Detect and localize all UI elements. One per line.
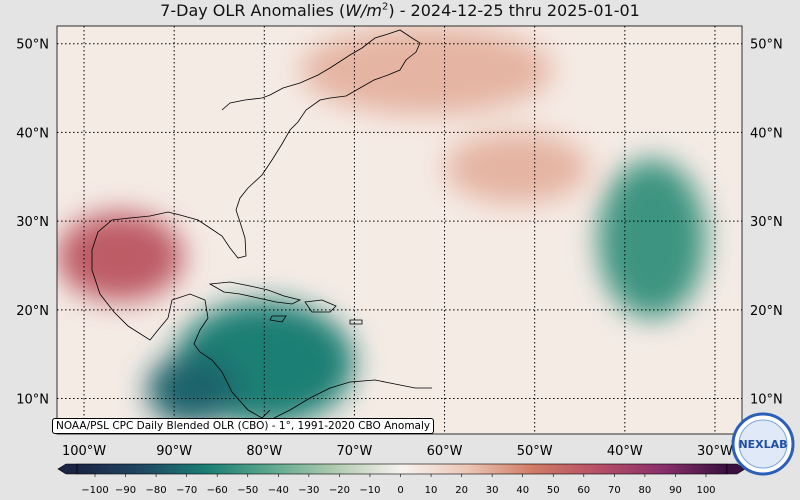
nexlab-logo-icon: NEXLAB <box>731 412 795 476</box>
colorbar-bar <box>76 463 728 475</box>
lon-label: 90°W <box>156 444 192 459</box>
lat-label-right: 50°N <box>750 38 783 53</box>
lon-label: 80°W <box>246 444 282 459</box>
logo-text: NEXLAB <box>738 438 787 451</box>
anomaly-central-america-negative <box>147 354 238 426</box>
anomaly-east-atlantic-negative <box>597 159 706 319</box>
map-gridlines <box>57 26 742 434</box>
north-america-coastline <box>91 29 421 419</box>
colorbar-tick-label: 40 <box>516 485 529 496</box>
lat-label-right: 40°N <box>750 126 783 141</box>
colorbar-tick-label: 90 <box>669 485 682 496</box>
colorbar-tick-label: 80 <box>639 485 652 496</box>
jamaica <box>269 315 287 323</box>
lon-label: 100°W <box>62 444 106 459</box>
colorbar-tick-label: 0 <box>397 485 403 496</box>
longitude-labels: 100°W 90°W 80°W 70°W 60°W 50°W 40°W 30°W <box>62 444 733 459</box>
lat-label-right: 20°N <box>750 304 783 319</box>
colorbar-tick-label: 30 <box>486 485 499 496</box>
page-title: 7-Day OLR Anomalies (W/m2) - 2024-12-25 … <box>160 1 640 20</box>
colorbar-tick-label: 10 <box>425 485 438 496</box>
latitude-labels-right: 50°N 40°N 30°N 20°N 10°N <box>750 38 783 408</box>
data-source-attribution: NOAA/PSL CPC Daily Blended OLR (CBO) - 1… <box>52 418 435 434</box>
colorbar-tick-label: −60 <box>207 485 228 496</box>
anomaly-western-atlantic-positive <box>300 26 553 115</box>
lat-label-left: 30°N <box>16 215 49 230</box>
south-america-coastline <box>269 379 432 421</box>
cuba <box>208 281 302 305</box>
hispaniola <box>304 299 337 313</box>
lon-label: 30°W <box>697 444 733 459</box>
lat-label-left: 10°N <box>16 393 49 408</box>
colorbar-tick-label: −100 <box>81 485 108 496</box>
colorbar-min-extend <box>57 463 78 475</box>
lon-label: 50°W <box>517 444 553 459</box>
colorbar-tick-label: −20 <box>329 485 350 496</box>
colorbar-tick-label: −30 <box>298 485 319 496</box>
lat-label-left: 40°N <box>16 126 49 141</box>
colorbar-tick-label: 100 <box>696 485 715 496</box>
colorbar-tick-label: −10 <box>359 485 380 496</box>
colorbar-tick-label: −80 <box>146 485 167 496</box>
anomaly-central-atlantic-positive <box>444 132 589 204</box>
colorbar-tick-label: 60 <box>577 485 590 496</box>
latitude-labels-left: 50°N 40°N 30°N 20°N 10°N <box>16 38 49 408</box>
lat-label-left: 20°N <box>16 304 49 319</box>
puerto-rico <box>349 319 363 325</box>
colorbar-tick-label: 20 <box>455 485 468 496</box>
colorbar-tick-label: 50 <box>547 485 560 496</box>
lon-label: 40°W <box>607 444 643 459</box>
lon-label: 60°W <box>427 444 463 459</box>
colorbar-tick-label: −40 <box>268 485 289 496</box>
colorbar-tick-label: −50 <box>237 485 258 496</box>
colorbar-tick-label: −90 <box>115 485 136 496</box>
lat-label-right: 30°N <box>750 215 783 230</box>
colorbar-tick-label: 70 <box>608 485 621 496</box>
colorbar-max-extend <box>726 463 746 475</box>
coastlines <box>91 29 432 421</box>
lat-label-left: 50°N <box>16 38 49 53</box>
colorbar-tick-label: −70 <box>176 485 197 496</box>
map-frame <box>56 25 743 435</box>
colorbar: −100 −90 −80 −70 −60 −50 −40 −30 −20 −10 0 10 20 30 40… <box>57 463 746 496</box>
lon-label: 70°W <box>336 444 372 459</box>
lat-label-right: 10°N <box>750 393 783 408</box>
anomaly-gulf-of-mexico-positive <box>57 212 184 301</box>
colorbar-ticks: −100 −90 −80 −70 −60 −50 −40 −30 −20 −10 0 10 20 30 40… <box>81 474 716 496</box>
